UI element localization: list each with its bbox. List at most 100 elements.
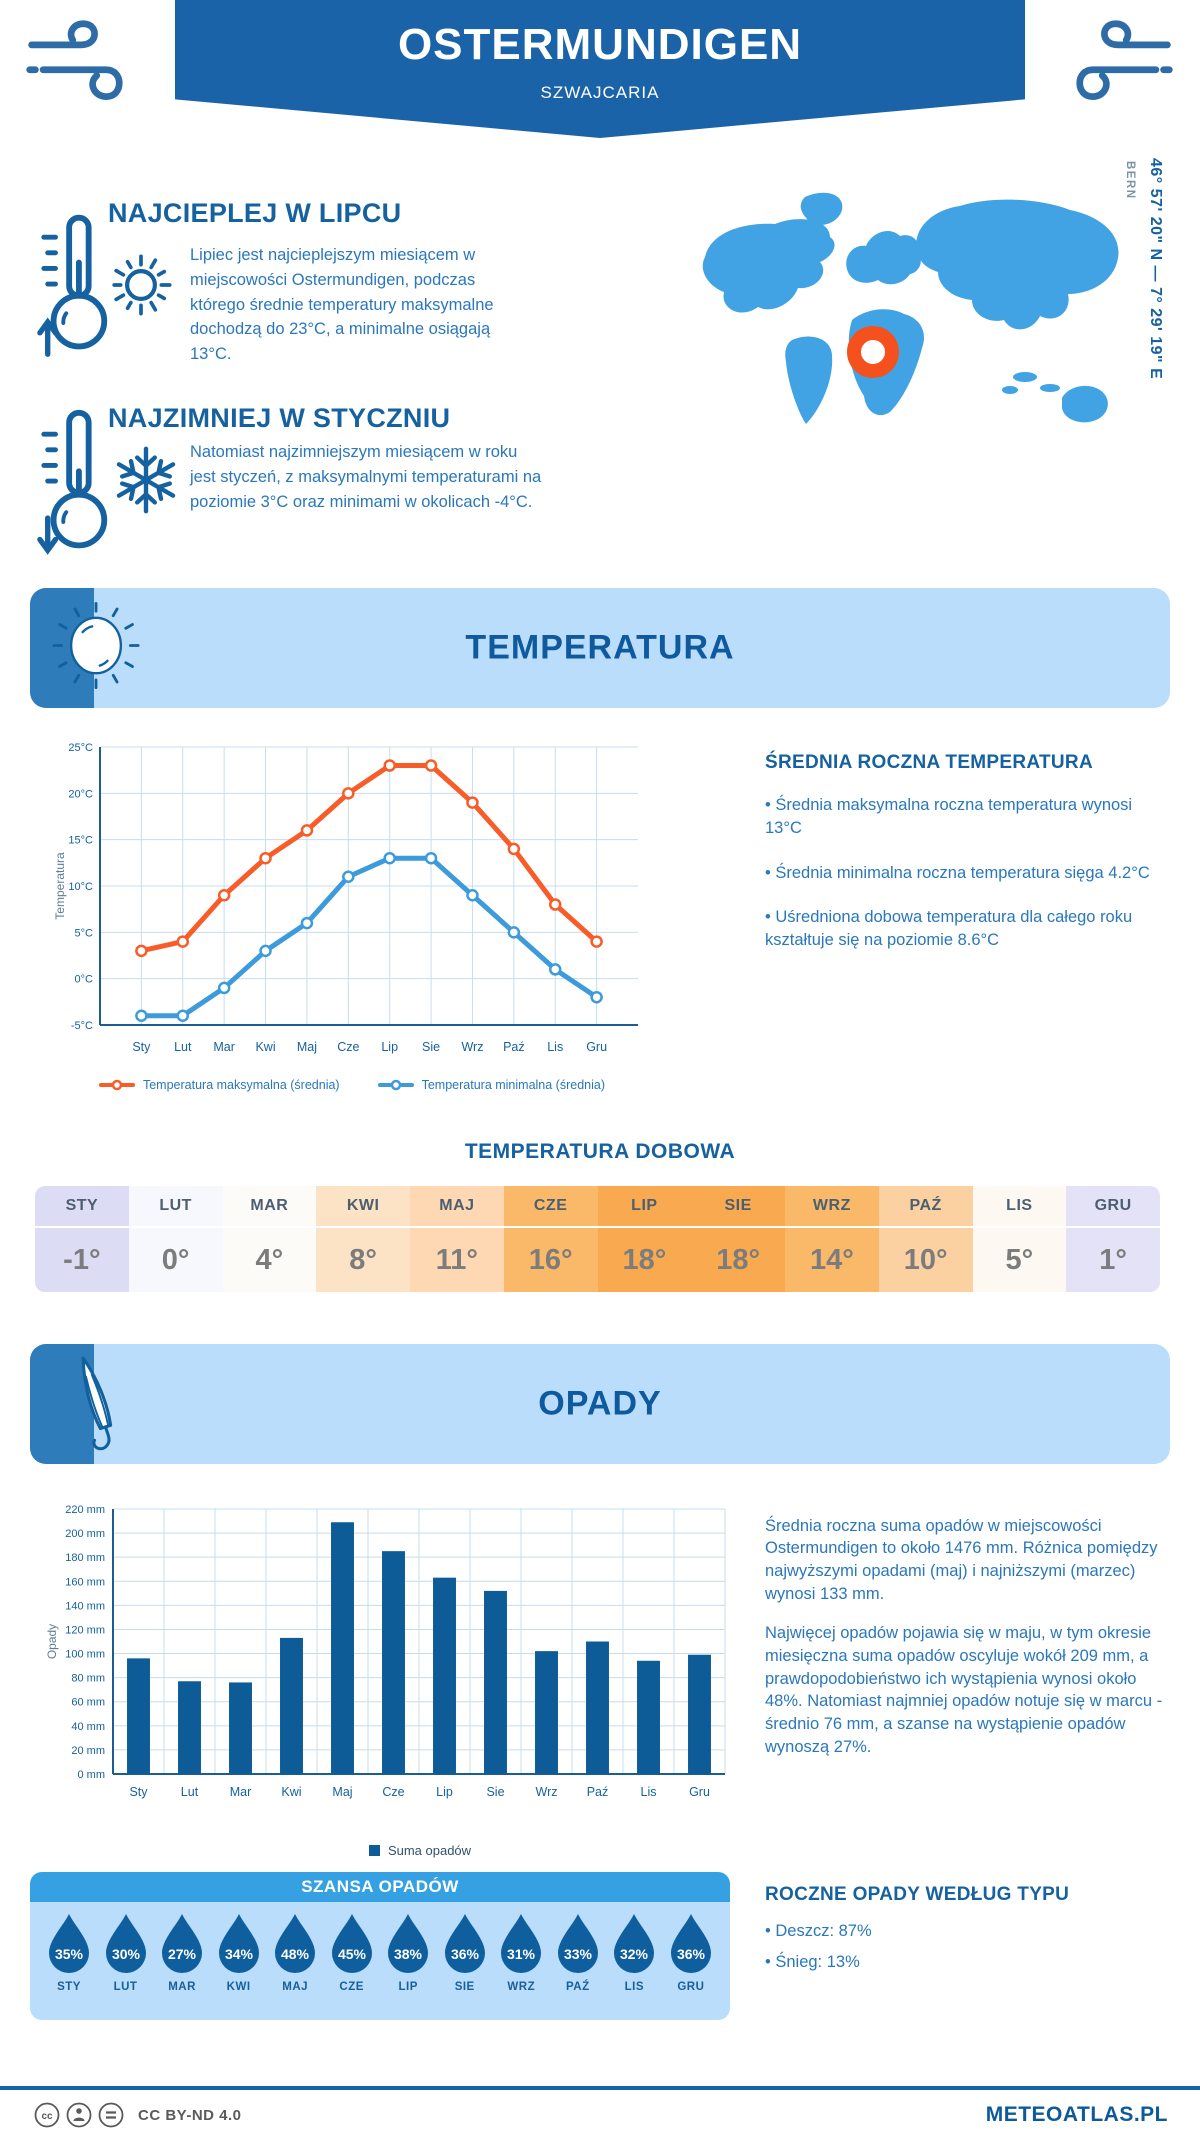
- svg-text:160 mm: 160 mm: [65, 1576, 105, 1588]
- droplet-month-label: GRU: [677, 1981, 705, 1993]
- droplet-month-label: PAŹ: [565, 1981, 590, 1993]
- coordinates-label: 46° 57' 20" N — 7° 29' 19" E: [1147, 158, 1164, 380]
- sun-band-icon: [52, 598, 140, 699]
- precipitation-paragraph: Średnia roczna suma opadów w miejscowośc…: [765, 1516, 1158, 1603]
- coldest-text: Natomiast najzimniejszym miesiącem w rok…: [190, 443, 542, 511]
- daily-table-column: PAŹ 10°: [878, 1186, 973, 1292]
- daily-table-column: LIS 5°: [972, 1186, 1067, 1292]
- legend-label: Temperatura maksymalna (średnia): [142, 1078, 340, 1092]
- droplet-month-label: WRZ: [507, 1981, 536, 1993]
- annual-temp-bullet: • Średnia maksymalna roczna temperatura …: [765, 796, 1133, 837]
- droplet-month-label: MAR: [168, 1981, 196, 1993]
- svg-text:15°C: 15°C: [68, 835, 93, 847]
- snow-bullet: • Śnieg: 13%: [765, 1952, 860, 1971]
- annual-temperature-heading: ŚREDNIA ROCZNA TEMPERATURA: [765, 752, 1093, 773]
- daily-table-month: LIP: [597, 1186, 692, 1228]
- svg-text:Wrz: Wrz: [461, 1040, 483, 1054]
- chance-droplet: 27% MAR: [157, 1912, 207, 1993]
- svg-text:45%: 45%: [338, 1946, 367, 1962]
- daily-table-value: 18°: [622, 1244, 667, 1276]
- cc-icons: cc: [34, 2102, 124, 2128]
- legend-label: Temperatura minimalna (średnia): [421, 1078, 605, 1092]
- cc-icon: cc: [34, 2102, 60, 2128]
- precipitation-band: OPADY: [30, 1344, 1170, 1464]
- svg-text:40 mm: 40 mm: [71, 1721, 105, 1733]
- world-map: [680, 162, 1145, 445]
- droplet-icon: 36%: [444, 1914, 485, 1973]
- temperature-chart-legend: Temperatura maksymalna (średnia) Temperat…: [52, 1078, 652, 1092]
- svg-text:Mar: Mar: [213, 1040, 235, 1054]
- droplet-month-label: KWI: [226, 1981, 251, 1993]
- sun-icon: [104, 248, 178, 327]
- daily-table-column: STY -1°: [35, 1186, 129, 1292]
- daily-table-value: 14°: [809, 1244, 854, 1276]
- temperature-band-title: TEMPERATURA: [465, 628, 735, 667]
- svg-text:5°C: 5°C: [75, 927, 94, 939]
- cc-nd-icon: [98, 2102, 124, 2128]
- svg-text:140 mm: 140 mm: [65, 1600, 105, 1612]
- location-marker: [847, 326, 899, 378]
- svg-text:-5°C: -5°C: [71, 1020, 93, 1032]
- legend-item: Suma opadów: [368, 1843, 471, 1858]
- svg-text:Maj: Maj: [332, 1785, 352, 1799]
- droplet-icon: 48%: [275, 1914, 316, 1973]
- header-banner: OSTERMUNDIGEN SZWAJCARIA: [175, 0, 1025, 138]
- umbrella-icon: [60, 1352, 132, 1457]
- svg-text:100 mm: 100 mm: [65, 1649, 105, 1661]
- chance-droplet: 45% CZE: [327, 1912, 377, 1993]
- droplet-icon: 45%: [331, 1914, 372, 1973]
- svg-text:Sie: Sie: [486, 1785, 504, 1799]
- svg-text:Sty: Sty: [129, 1785, 148, 1799]
- droplet-month-label: LUT: [113, 1981, 138, 1993]
- droplet-icon: 33%: [557, 1914, 598, 1973]
- chance-droplet: 38% LIP: [383, 1912, 433, 1993]
- svg-text:cc: cc: [41, 2111, 53, 2122]
- droplet-month-label: LIP: [398, 1981, 418, 1993]
- droplet-icon: 32%: [614, 1914, 655, 1973]
- daily-table-value: 10°: [903, 1244, 948, 1276]
- temperature-line-chart: -5°C 0°C 5°C 10°C 15°C 20°C 25°C Sty Lut Mar Kwi Ma…: [52, 733, 652, 1068]
- daily-table-value: 5°: [1005, 1244, 1034, 1276]
- capital-label: BERN: [1124, 161, 1136, 200]
- droplet-icon: 27%: [162, 1914, 203, 1973]
- brand-label: METEOATLAS.PL: [985, 2103, 1168, 2126]
- droplet-month-label: LIS: [624, 1981, 644, 1993]
- svg-text:Opady: Opady: [45, 1624, 59, 1659]
- snowflake-icon: [110, 440, 182, 525]
- svg-text:Gru: Gru: [689, 1785, 710, 1799]
- svg-text:180 mm: 180 mm: [65, 1552, 105, 1564]
- svg-text:60 mm: 60 mm: [71, 1697, 105, 1709]
- warmest-heading: NAJCIEPLEJ W LIPCU: [108, 198, 402, 228]
- daily-table-value: 8°: [349, 1244, 377, 1276]
- svg-text:25°C: 25°C: [68, 742, 93, 754]
- legend-swatch: [368, 1845, 380, 1856]
- wind-icon: [22, 16, 137, 117]
- svg-text:200 mm: 200 mm: [65, 1528, 105, 1540]
- svg-text:31%: 31%: [507, 1946, 536, 1962]
- daily-table-month: LIS: [972, 1186, 1067, 1228]
- legend-item: Temperatura maksymalna (średnia): [98, 1078, 340, 1092]
- svg-text:Sty: Sty: [132, 1040, 151, 1054]
- precipitation-by-type-heading: ROCZNE OPADY WEDŁUG TYPU: [765, 1884, 1070, 1905]
- droplet-icon: 36%: [670, 1914, 711, 1973]
- svg-text:Wrz: Wrz: [536, 1785, 558, 1799]
- svg-text:20°C: 20°C: [68, 788, 93, 800]
- coldest-heading: NAJZIMNIEJ W STYCZNIU: [108, 403, 451, 433]
- svg-text:Cze: Cze: [337, 1040, 359, 1054]
- svg-text:36%: 36%: [451, 1946, 480, 1962]
- svg-text:Cze: Cze: [382, 1785, 404, 1799]
- svg-text:0 mm: 0 mm: [78, 1769, 106, 1781]
- droplet-icon: 30%: [105, 1914, 146, 1973]
- svg-text:80 mm: 80 mm: [71, 1673, 105, 1685]
- precipitation-chart-legend: Suma opadów: [115, 1843, 725, 1858]
- svg-text:34%: 34%: [225, 1946, 254, 1962]
- chance-droplet: 33% PAŹ: [553, 1912, 603, 1993]
- daily-table-value: 4°: [255, 1244, 284, 1276]
- svg-text:Temperatura: Temperatura: [53, 852, 67, 920]
- daily-table-month: MAR: [222, 1186, 317, 1228]
- daily-table-month: PAŹ: [878, 1186, 973, 1228]
- precipitation-band-title: OPADY: [538, 1384, 662, 1423]
- precipitation-chance-panel: SZANSA OPADÓW 35% STY 30% LUT 27% MAR 34% KWI 48…: [30, 1872, 730, 2020]
- svg-text:Paź: Paź: [503, 1040, 525, 1054]
- svg-text:33%: 33%: [564, 1946, 593, 1962]
